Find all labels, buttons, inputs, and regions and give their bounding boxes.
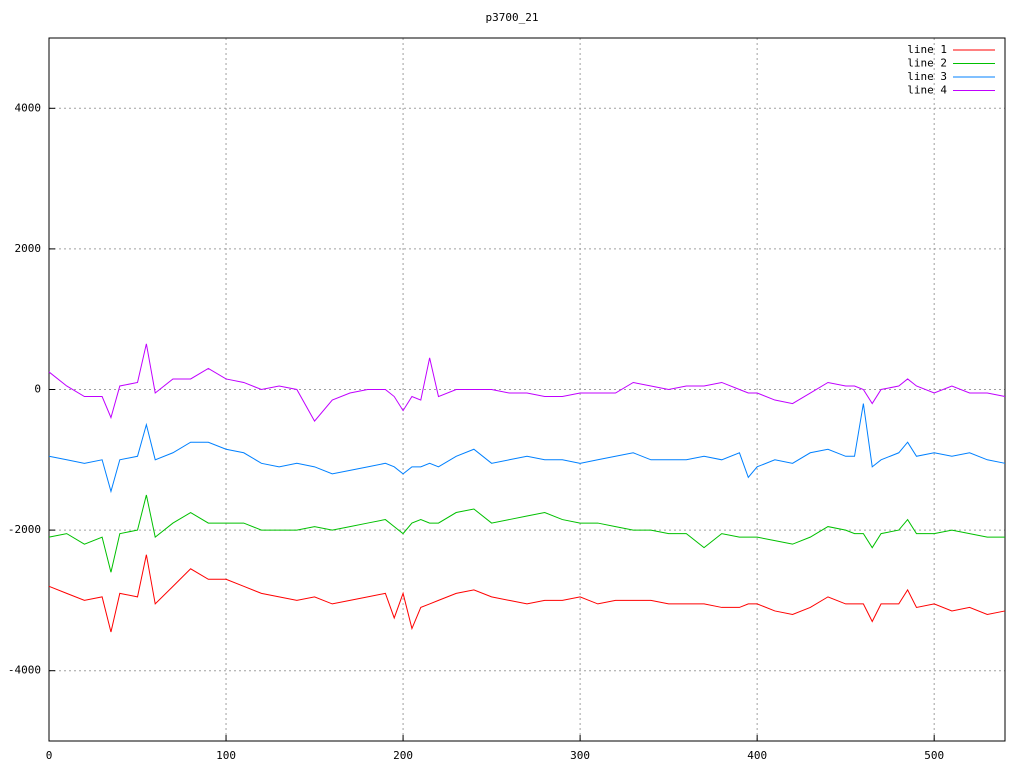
data-line bbox=[48, 554, 1006, 633]
x-tick-label: 100 bbox=[216, 749, 236, 762]
x-tick-label: 200 bbox=[393, 749, 413, 762]
data-line bbox=[48, 343, 1006, 423]
x-tick-label: 400 bbox=[747, 749, 767, 762]
x-tick-label: 0 bbox=[46, 749, 53, 762]
y-tick-label: 0 bbox=[34, 383, 41, 396]
y-tick-label: 2000 bbox=[15, 242, 42, 255]
legend-label: line 4 bbox=[907, 84, 947, 97]
legend-label: line 3 bbox=[907, 70, 947, 83]
legend-label: line 2 bbox=[907, 57, 947, 70]
data-line bbox=[48, 403, 1006, 494]
y-tick-label: 4000 bbox=[15, 101, 42, 114]
data-line bbox=[48, 494, 1005, 573]
x-tick-label: 300 bbox=[570, 749, 590, 762]
y-tick-label: -4000 bbox=[8, 664, 41, 677]
plot-border bbox=[48, 37, 1006, 742]
legend-label: line 1 bbox=[907, 43, 947, 56]
chart-title: p3700_21 bbox=[486, 11, 539, 24]
x-tick-label: 500 bbox=[924, 749, 944, 762]
y-tick-label: -2000 bbox=[8, 523, 41, 536]
